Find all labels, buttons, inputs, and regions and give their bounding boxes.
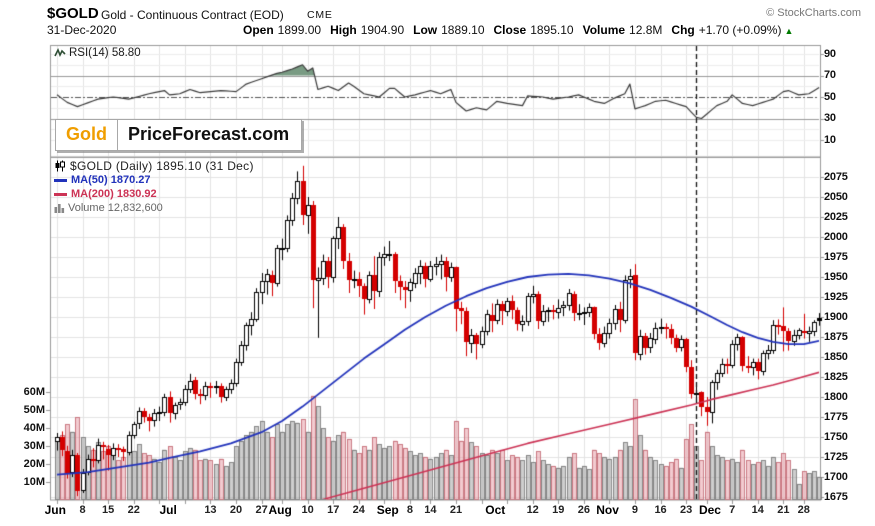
logo-gold-text: Gold xyxy=(56,120,118,150)
volume-axis-label: 50M xyxy=(23,403,45,416)
quote-field-label: High xyxy=(330,23,357,37)
x-axis-label: 21 xyxy=(777,504,790,516)
price-axis-label: 1925 xyxy=(824,290,848,303)
ma50-label: MA(50) 1870.27 xyxy=(71,174,151,186)
rsi-legend: RSI(14) 58.80 xyxy=(54,47,141,59)
price-axis-label: 2050 xyxy=(824,190,848,203)
quote-field-label: Low xyxy=(413,23,438,37)
quote-field-label: Chg xyxy=(671,23,695,37)
volume-axis-label: 60M xyxy=(23,385,45,398)
quote-field-value: 1904.90 xyxy=(360,23,405,37)
volume-legend: Volume 12,832,600 xyxy=(54,201,254,215)
x-axis-label: 27 xyxy=(255,504,268,516)
x-axis-label: Oct xyxy=(485,503,506,517)
symbol: $GOLD xyxy=(47,5,99,22)
x-axis-label: 23 xyxy=(680,504,693,516)
rsi-axis-label: 70 xyxy=(824,69,836,81)
price-axis-label: 1775 xyxy=(824,410,848,423)
quote-field-value: 1889.10 xyxy=(441,23,485,37)
rsi-axis-label: 50 xyxy=(824,90,836,103)
quote-field-value: 1899.00 xyxy=(277,23,322,37)
x-axis-label: 8 xyxy=(406,504,413,516)
price-axis-label: 2075 xyxy=(824,170,848,183)
quote-field-value: 12.8M xyxy=(629,23,663,37)
ma200-swatch xyxy=(54,192,67,196)
x-axis-label: 21 xyxy=(449,504,463,516)
volume-axis-label: 20M xyxy=(23,457,45,470)
main-chart-legend: $GOLD (Daily) 1895.10 (31 Dec) MA(50) 18… xyxy=(54,159,254,215)
x-axis-label: 8 xyxy=(79,504,86,516)
quote-field-value: 1895.10 xyxy=(530,23,574,37)
x-axis-label: 17 xyxy=(327,504,340,516)
main-chart-title: $GOLD (Daily) 1895.10 (31 Dec) xyxy=(70,159,254,173)
stockcharts-credit-link[interactable]: © StockCharts.com xyxy=(766,7,861,19)
quote-field-label: Open xyxy=(243,23,274,37)
price-axis-label: 1900 xyxy=(824,310,848,323)
x-axis-label: 20 xyxy=(229,504,243,516)
rsi-axis-label: 30 xyxy=(824,112,836,124)
price-axis-label: 1825 xyxy=(824,370,848,383)
x-axis-label: 12 xyxy=(526,504,539,516)
x-axis-label: 26 xyxy=(577,504,590,516)
price-axis-label: 1950 xyxy=(824,270,848,283)
x-axis-label: 14 xyxy=(751,504,764,516)
ma200-legend: MA(200) 1830.92 xyxy=(54,187,254,201)
price-axis-label: 1700 xyxy=(824,470,848,483)
volume-axis-label: 40M xyxy=(23,421,45,434)
price-axis-label: 1800 xyxy=(824,390,848,403)
x-axis-label: 9 xyxy=(631,504,639,516)
x-axis-label: 19 xyxy=(552,504,565,516)
change-up-arrow-icon: ▲ xyxy=(784,26,794,36)
price-axis-label: 1725 xyxy=(824,450,848,463)
quote-field-label: Close xyxy=(493,23,527,37)
x-axis-label: Jul xyxy=(159,503,177,517)
quote-field-value: +1.70 (+0.09%) xyxy=(698,23,782,37)
ma50-legend: MA(50) 1870.27 xyxy=(54,173,254,187)
volume-axis-label: 30M xyxy=(23,439,45,452)
volume-legend-label: Volume 12,832,600 xyxy=(68,202,163,214)
x-axis-label: 10 xyxy=(301,504,314,516)
price-axis-label: 1875 xyxy=(824,330,848,343)
price-axis-label: 1975 xyxy=(824,250,848,263)
ma200-label: MA(200) 1830.92 xyxy=(71,188,157,200)
rsi-indicator-icon xyxy=(54,48,66,57)
quote-date: 31-Dec-2020 xyxy=(47,23,117,37)
x-axis-label: 14 xyxy=(424,504,437,516)
rsi-axis-label: 10 xyxy=(824,133,836,146)
price-axis-label: 1750 xyxy=(824,430,848,443)
x-axis-label: 16 xyxy=(654,504,667,516)
price-axis-label: 1850 xyxy=(824,350,848,363)
volume-bars-icon xyxy=(54,204,65,213)
logo-site-text: PriceForecast.com xyxy=(128,124,290,144)
x-axis-label: 24 xyxy=(352,504,365,516)
ma50-swatch xyxy=(54,178,67,182)
symbol-description: Gold - Continuous Contract (EOD) xyxy=(101,8,284,22)
x-axis-label: 13 xyxy=(204,504,217,516)
x-axis-label: Nov xyxy=(596,503,619,517)
x-axis-label: 15 xyxy=(102,504,115,516)
x-axis-label: Aug xyxy=(268,503,292,517)
price-axis-label: 2025 xyxy=(824,210,848,223)
x-axis-label: 28 xyxy=(797,504,810,516)
price-axis-label: 1675 xyxy=(824,490,848,503)
ohlc-quote-row: Open 1899.00 High 1904.90 Low 1889.10 Close 189… xyxy=(243,23,793,37)
x-axis-label: Jun xyxy=(44,503,66,517)
price-axis-label: 2000 xyxy=(824,230,848,243)
goldpriceforecast-logo[interactable]: Gold PriceForecast.com xyxy=(55,119,303,151)
quote-field-label: Volume xyxy=(582,23,626,37)
x-axis-label: 22 xyxy=(127,504,140,516)
x-axis-label: Sep xyxy=(376,503,399,517)
candlestick-chart-icon xyxy=(55,160,65,172)
x-axis-label: 7 xyxy=(729,504,736,516)
volume-axis-label: 10M xyxy=(23,475,45,488)
rsi-axis-label: 90 xyxy=(824,47,836,60)
x-axis-label: Dec xyxy=(698,503,721,517)
exchange-label: CME xyxy=(307,9,333,21)
rsi-legend-label: RSI(14) 58.80 xyxy=(69,47,141,59)
